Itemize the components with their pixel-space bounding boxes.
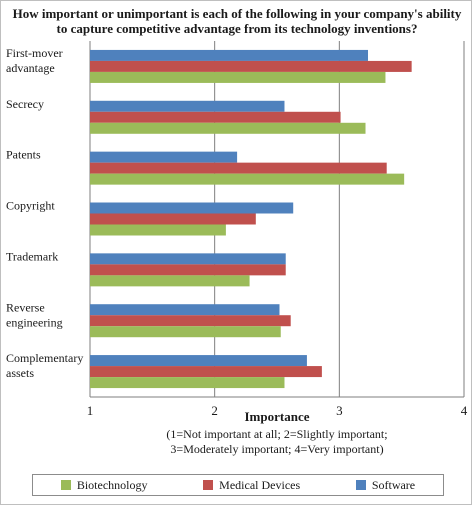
bar-biotechnology-6: [90, 377, 285, 389]
x-tick-label-3: 3: [336, 403, 343, 418]
bar-biotechnology-1: [90, 122, 366, 134]
legend-swatch-medical-devices: [203, 480, 214, 490]
category-label-4-line-1: Trademark: [6, 249, 58, 263]
bar-medical-devices-0: [90, 60, 412, 72]
legend-item-biotechnology: Biotechnology: [60, 477, 148, 493]
legend-label-medical-devices: Medical Devices: [219, 477, 301, 492]
x-tick-label-2: 2: [211, 403, 218, 418]
bar-biotechnology-4: [90, 275, 250, 287]
legend-swatch-software: [355, 480, 366, 490]
bar-software-3: [90, 202, 294, 214]
category-label-2-line-1: Patents: [6, 148, 41, 162]
bar-biotechnology-0: [90, 71, 386, 83]
legend-swatch-biotechnology: [60, 480, 71, 490]
legend-item-medical-devices: Medical Devices: [203, 478, 300, 493]
category-label-0-line-1: First-mover: [6, 46, 63, 60]
x-axis-note-line-1: (1=Not important at all; 2=Slightly impo…: [166, 427, 387, 441]
category-label-6-line-2: assets: [6, 366, 34, 380]
x-tick-label-4: 4: [461, 403, 468, 418]
category-label-0-line-2: advantage: [6, 61, 55, 75]
category-label-6-line-1: Complementary: [6, 351, 83, 365]
bar-biotechnology-2: [90, 173, 405, 185]
bar-software-4: [90, 253, 286, 265]
category-label-1-line-1: Secrecy: [6, 97, 44, 111]
bar-software-2: [90, 151, 238, 163]
category-label-5-line-1: Reverse: [6, 300, 45, 314]
bar-medical-devices-2: [90, 162, 387, 174]
bar-medical-devices-3: [90, 213, 256, 225]
bar-software-0: [90, 49, 369, 61]
category-label-3-line-1: Copyright: [6, 199, 55, 213]
legend-label-biotechnology: Biotechnology: [76, 477, 148, 492]
category-label-5-line-2: engineering: [6, 315, 63, 329]
bar-software-1: [90, 100, 285, 112]
legend: Biotechnology Medical Devices Software: [32, 474, 444, 496]
bar-biotechnology-3: [90, 224, 226, 236]
bar-biotechnology-5: [90, 326, 281, 338]
legend-label-software: Software: [371, 477, 416, 492]
bar-software-5: [90, 304, 280, 316]
chart-title: How important or unimportant is each of …: [12, 6, 462, 36]
bar-medical-devices-1: [90, 111, 341, 123]
bar-software-6: [90, 355, 307, 367]
x-tick-label-1: 1: [87, 403, 94, 418]
bar-medical-devices-6: [90, 366, 322, 378]
bar-medical-devices-4: [90, 264, 286, 276]
legend-item-software: Software: [355, 477, 416, 493]
bar-medical-devices-5: [90, 315, 291, 327]
bar-chart: 1 2 3 4 Importance (1=Not important at all; 2…: [6, 41, 468, 456]
x-axis-note-line-2: 3=Moderately important; 4=Very important…: [170, 442, 383, 456]
x-axis-title: Importance: [245, 409, 310, 424]
